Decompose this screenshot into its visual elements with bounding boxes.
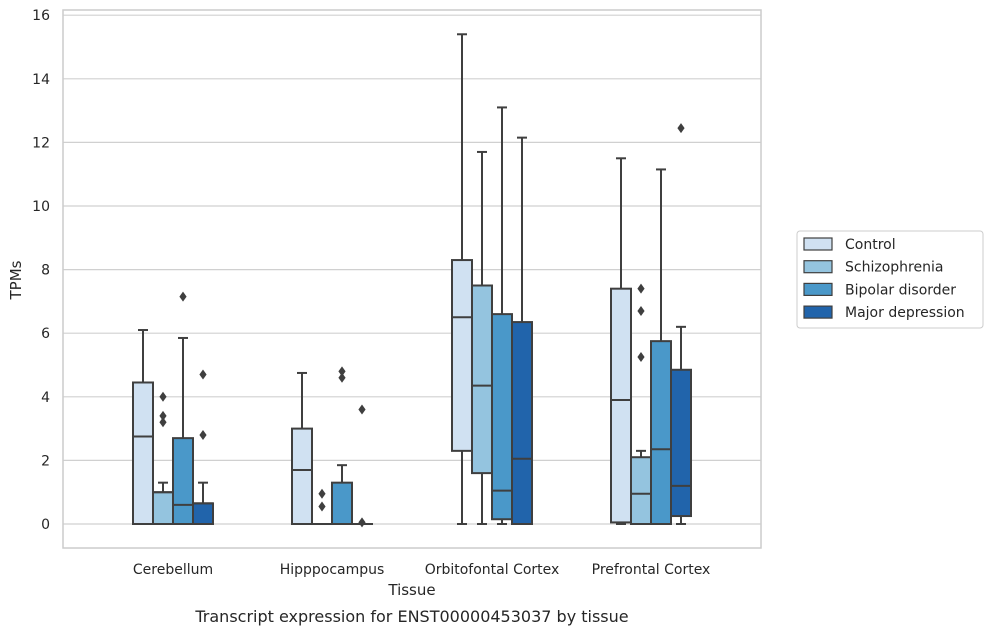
box-plot-series bbox=[132, 33, 692, 528]
x-tick-label: Orbitofontal Cortex bbox=[425, 562, 560, 578]
y-tick-label: 0 bbox=[41, 517, 50, 533]
outlier-point bbox=[199, 369, 207, 380]
box-2-2 bbox=[491, 106, 513, 525]
legend-swatch bbox=[803, 282, 833, 296]
box-body bbox=[650, 340, 672, 525]
box-body bbox=[331, 481, 353, 526]
box-1-3 bbox=[630, 283, 652, 525]
y-axis-title: TPMs bbox=[7, 260, 25, 300]
outlier-point bbox=[338, 366, 346, 377]
box-3-3 bbox=[670, 123, 692, 525]
y-axis-ticks: 0 2 4 6 8 10 12 14 16 bbox=[32, 8, 50, 533]
box-body bbox=[291, 427, 313, 526]
outlier-point bbox=[318, 501, 326, 512]
chart-caption: Transcript expression for ENST0000045303… bbox=[194, 607, 628, 626]
box-0-0 bbox=[132, 329, 154, 525]
box-body bbox=[172, 437, 194, 526]
outlier-point bbox=[338, 372, 346, 383]
legend: Control Schizophrenia Bipolar disorder Majo… bbox=[796, 230, 984, 329]
outlier-point bbox=[358, 517, 366, 528]
y-tick-label: 14 bbox=[32, 72, 50, 88]
box-body bbox=[610, 287, 632, 524]
plot-border bbox=[62, 9, 762, 549]
outlier-point bbox=[637, 305, 645, 316]
box-2-1 bbox=[331, 366, 353, 526]
box-body bbox=[670, 368, 692, 518]
outlier-point bbox=[637, 352, 645, 363]
outlier-point bbox=[318, 488, 326, 499]
x-tick-label: Cerebellum bbox=[133, 562, 213, 578]
legend-label: Major depression bbox=[845, 305, 965, 321]
box-0-2 bbox=[451, 33, 473, 525]
box-1-1 bbox=[311, 488, 333, 526]
plot-frame bbox=[62, 9, 762, 549]
box-0-3 bbox=[610, 157, 632, 525]
box-body bbox=[511, 321, 533, 525]
outlier-point bbox=[677, 123, 685, 134]
box-body bbox=[630, 456, 652, 525]
y-tick-label: 10 bbox=[32, 199, 50, 215]
x-tick-label: Hipppocampus bbox=[280, 562, 385, 578]
box-1-0 bbox=[152, 391, 174, 526]
box-1-2 bbox=[471, 150, 493, 525]
box-2-0 bbox=[172, 291, 194, 526]
y-tick-label: 8 bbox=[41, 263, 50, 279]
box-body bbox=[471, 284, 493, 475]
box-body bbox=[132, 381, 154, 525]
legend-box bbox=[796, 230, 984, 329]
outlier-point bbox=[358, 404, 366, 415]
box-body bbox=[152, 491, 174, 526]
outlier-point bbox=[159, 410, 167, 421]
outlier-point bbox=[199, 429, 207, 440]
outlier-point bbox=[159, 391, 167, 402]
x-axis-title: Tissue bbox=[387, 581, 435, 599]
legend-label: Bipolar disorder bbox=[845, 282, 956, 298]
legend-swatch bbox=[803, 260, 833, 274]
box-3-2 bbox=[511, 136, 533, 525]
legend-label: Schizophrenia bbox=[845, 260, 943, 276]
y-tick-label: 2 bbox=[41, 453, 50, 469]
box-3-1 bbox=[351, 404, 373, 528]
box-body bbox=[192, 502, 214, 525]
legend-label: Control bbox=[845, 237, 896, 253]
outlier-point bbox=[637, 283, 645, 294]
y-tick-label: 6 bbox=[41, 326, 50, 342]
legend-swatch bbox=[803, 305, 833, 319]
x-tick-label: Prefrontal Cortex bbox=[592, 562, 711, 578]
box-2-3 bbox=[650, 168, 672, 525]
box-3-0 bbox=[192, 369, 214, 525]
outlier-point bbox=[179, 291, 187, 302]
x-axis-ticks: Cerebellum Hipppocampus Orbitofontal Corte… bbox=[133, 562, 710, 578]
y-tick-label: 4 bbox=[41, 390, 50, 406]
box-body bbox=[451, 259, 473, 452]
outlier-point bbox=[159, 417, 167, 428]
legend-swatch bbox=[803, 237, 833, 251]
y-tick-label: 16 bbox=[32, 8, 50, 24]
y-tick-label: 12 bbox=[32, 135, 50, 151]
box-0-1 bbox=[291, 371, 313, 526]
box-body bbox=[491, 313, 513, 521]
